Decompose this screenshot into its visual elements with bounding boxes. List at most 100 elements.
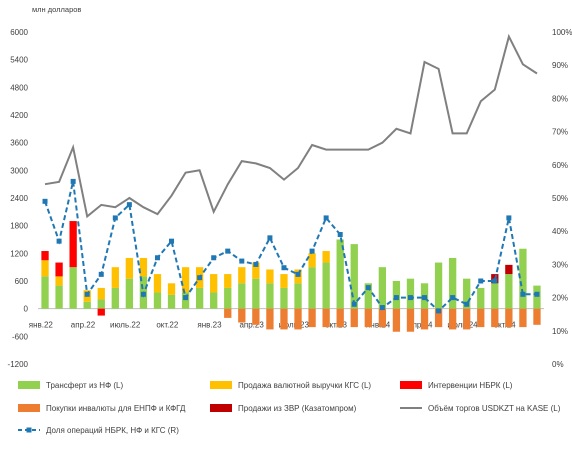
bar-1	[111, 267, 119, 288]
y-right-tick: 60%	[552, 161, 568, 170]
share-marker	[126, 202, 132, 208]
bar-3	[378, 308, 387, 328]
bar-1	[167, 283, 176, 295]
bar-3	[505, 308, 513, 328]
share-marker	[295, 271, 301, 277]
bar-0	[463, 278, 471, 309]
bar-1	[238, 267, 246, 284]
bar-3	[280, 308, 288, 330]
bar-0	[238, 283, 246, 309]
y-left-tick: 0	[24, 305, 29, 314]
legend-swatch-reserves	[210, 404, 232, 412]
share-marker	[253, 261, 259, 267]
bar-0	[83, 301, 91, 309]
bar-1	[153, 274, 162, 293]
x-tick-label: окт.24	[494, 321, 516, 330]
share-marker	[112, 215, 118, 221]
bar-3	[434, 308, 443, 328]
bar-0	[448, 257, 457, 309]
bar-0	[252, 278, 260, 309]
share-marker	[239, 258, 245, 264]
bar-3	[448, 308, 457, 330]
bar-0	[55, 285, 63, 309]
axes: -1200 -600 0 600 1200 1800 2400 3000 3600 4200 480…	[8, 28, 572, 369]
legend-swatch-fx_sales	[210, 381, 232, 389]
bar-2	[55, 262, 63, 277]
y-left-tick: -1200	[8, 360, 29, 369]
legend-swatch-transfer	[18, 381, 40, 389]
bar-0	[322, 262, 330, 309]
bar-1	[55, 276, 63, 286]
x-tick-label: янв.22	[29, 321, 54, 330]
share-marker	[422, 295, 428, 301]
y-left-tick: 5400	[10, 56, 28, 65]
share-marker	[267, 235, 273, 241]
y-left-tick: 3000	[10, 166, 28, 175]
bar-0	[533, 285, 541, 309]
y-right-tick: 70%	[552, 128, 568, 137]
y-right-tick: 40%	[552, 227, 568, 236]
y-right-tick: 80%	[552, 94, 568, 103]
bar-0	[364, 283, 372, 309]
y-left-tick: 6000	[10, 28, 28, 37]
bar-3	[491, 308, 499, 328]
bar-3	[420, 308, 429, 330]
x-tick-label: янв.23	[197, 321, 222, 330]
bars	[41, 221, 541, 332]
bar-3	[336, 308, 344, 328]
share-marker	[520, 291, 526, 297]
bar-3	[477, 308, 485, 328]
legend-label-pension: Покупки инвалюты для ЕНПФ и КФГД	[46, 404, 186, 413]
bar-0	[378, 267, 387, 309]
bar-1	[139, 257, 148, 277]
y-left-tick: 4800	[10, 83, 28, 92]
bar-3	[322, 308, 330, 328]
y-right-tick: 0%	[552, 360, 564, 369]
y-right-tick: 30%	[552, 260, 568, 269]
bar-1	[97, 287, 105, 300]
bar-0	[266, 283, 274, 309]
y-right-tick: 50%	[552, 194, 568, 203]
legend-label-interventions: Интервенции НБРК (L)	[428, 381, 513, 390]
bar-1	[224, 274, 232, 288]
bar-3	[224, 308, 232, 318]
bar-3	[266, 308, 274, 330]
bar-0	[224, 287, 232, 309]
bar-1	[322, 251, 330, 263]
bar-1	[266, 269, 274, 284]
share-marker	[450, 295, 456, 301]
y-unit-label: млн долларов	[32, 5, 81, 14]
y-right-tick: 20%	[552, 294, 568, 303]
bar-0	[195, 287, 204, 309]
bar-0	[477, 287, 485, 309]
share-marker	[407, 295, 413, 301]
share-marker	[351, 301, 357, 307]
trade-volume-line	[44, 33, 538, 219]
bar-0	[434, 262, 443, 309]
bar-0	[280, 287, 288, 309]
y-right-tick: 90%	[552, 61, 568, 70]
bar-0	[97, 299, 105, 309]
share-marker	[464, 301, 470, 307]
bar-0	[167, 294, 176, 309]
bar-2	[69, 221, 77, 268]
legend-label-fx_sales: Продажа валютной выручки КГС (L)	[238, 381, 371, 390]
share-marker	[492, 278, 498, 284]
bar-0	[125, 278, 134, 309]
bar-2	[97, 308, 105, 316]
x-tick-label: июль.24	[447, 321, 478, 330]
share-marker	[154, 255, 160, 261]
share-marker	[84, 291, 90, 297]
y-left-tick: -600	[12, 332, 29, 341]
bar-1	[181, 267, 190, 293]
legend-label-reserves: Продажи из ЗВР (Казатомпром)	[238, 404, 357, 413]
x-tick-label: июль.23	[279, 321, 310, 330]
y-left-tick: 3600	[10, 139, 28, 148]
share-marker	[323, 215, 329, 221]
bar-3	[463, 308, 471, 330]
share-marker	[337, 232, 343, 238]
bar-1	[210, 274, 218, 293]
bar-0	[308, 267, 316, 309]
bar-1	[125, 257, 134, 279]
